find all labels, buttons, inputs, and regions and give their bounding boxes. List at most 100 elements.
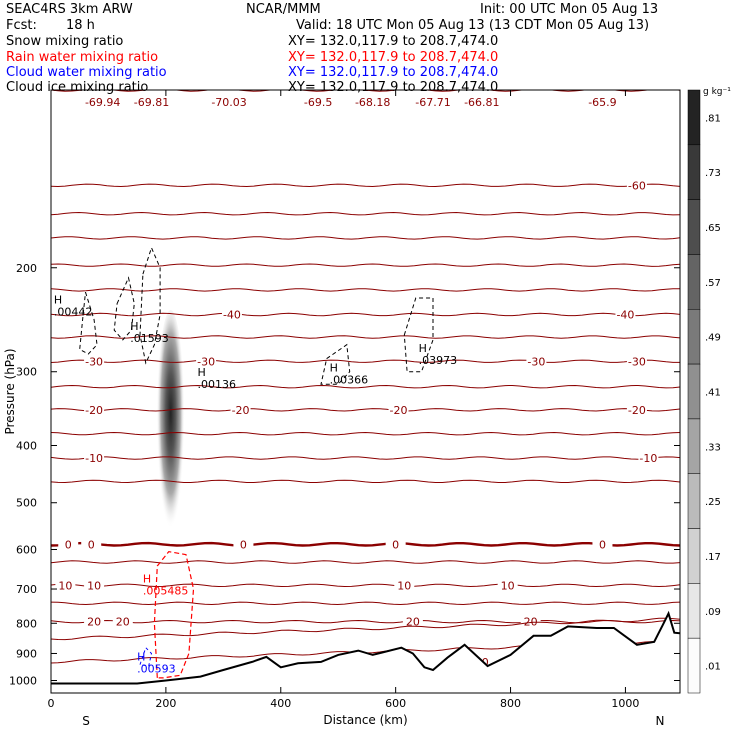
maximum-value: .00442 bbox=[54, 306, 93, 319]
isotherm-label-bg bbox=[626, 355, 647, 367]
isotherm-0 bbox=[51, 541, 680, 547]
south-endpoint-label: S bbox=[82, 714, 90, 728]
isotherm-m15 bbox=[51, 431, 680, 436]
colorbar-tick-label: .73 bbox=[705, 168, 721, 179]
y-tick-label: 800 bbox=[16, 617, 37, 630]
y-tick-label: 300 bbox=[16, 366, 37, 379]
colorbar-bin bbox=[687, 363, 701, 420]
maximum-value: .00136 bbox=[197, 378, 236, 391]
x-tick-label: 800 bbox=[500, 697, 521, 710]
isotherm-label-bg bbox=[626, 179, 647, 191]
isotherm-label-bg bbox=[402, 615, 423, 627]
isotherm-label-bg bbox=[394, 579, 415, 591]
rain-contour bbox=[153, 550, 195, 679]
colorbar-tick-label: .25 bbox=[705, 497, 721, 508]
field-xy-cloud-water: XY= 132.0,117.9 to 208.7,474.0 bbox=[288, 65, 499, 80]
colorbar-tick-label: .01 bbox=[705, 662, 721, 673]
colorbar-bin bbox=[687, 583, 701, 639]
field-name-cloud-ice: Cloud ice mixing ratio bbox=[6, 80, 149, 95]
colorbar-tick-label: .33 bbox=[705, 442, 721, 453]
isotherm-label: -10 bbox=[85, 452, 103, 465]
y-tick-label: 900 bbox=[16, 647, 37, 660]
x-tick-label: 1000 bbox=[611, 697, 639, 710]
x-tick-label: 600 bbox=[385, 697, 406, 710]
plot-area: -60 -40 -40 -30 -30 -30 -30 -20 -20 -20 -20 -10 -10 0… bbox=[51, 90, 680, 693]
isotherm-m25 bbox=[51, 384, 680, 389]
valid-time: Valid: 18 UTC Mon 05 Aug 13 (13 CDT Mon … bbox=[296, 18, 650, 33]
colorbar-tick-label: .41 bbox=[705, 388, 721, 399]
isotherm-label: -60 bbox=[628, 179, 646, 192]
maximum-value: .01593 bbox=[130, 332, 169, 345]
isotherm-label: -20 bbox=[232, 404, 250, 417]
isotherm-m30 bbox=[51, 359, 680, 363]
isotherm-m10 bbox=[51, 456, 680, 460]
isotherm-label: 10 bbox=[397, 579, 411, 592]
isotherm-label-bg bbox=[497, 579, 518, 591]
top-temp-label: -69.94 bbox=[85, 96, 120, 109]
isotherm-label: 10 bbox=[501, 579, 515, 592]
isotherm-label: -40 bbox=[616, 309, 634, 322]
x-tick-label: 200 bbox=[155, 697, 176, 710]
top-temp-label: -67.71 bbox=[415, 96, 450, 109]
isotherm-label-bg bbox=[385, 538, 406, 550]
y-tick-label: 500 bbox=[16, 497, 37, 510]
colorbar-tick-label: .49 bbox=[705, 333, 721, 344]
isotherm-label: -20 bbox=[85, 404, 103, 417]
top-temp-label: -69.5 bbox=[304, 96, 332, 109]
colorbar-tick-label: .09 bbox=[705, 607, 721, 618]
fcst-label: Fcst: bbox=[6, 18, 37, 33]
isotherm-label: -30 bbox=[85, 355, 103, 368]
top-temp-label: -65.9 bbox=[588, 96, 616, 109]
maximum-marker: H bbox=[130, 320, 138, 333]
isotherm-label: -30 bbox=[628, 355, 646, 368]
isotherm-label: 0 bbox=[599, 538, 606, 551]
isotherm-label: -30 bbox=[197, 355, 215, 368]
isotherm-label-bg bbox=[615, 308, 636, 320]
plot-frame bbox=[50, 89, 681, 694]
model-title: SEAC4RS 3km ARW bbox=[6, 2, 133, 17]
maximum-value: .00593 bbox=[137, 662, 176, 675]
isotherm-m55 bbox=[51, 236, 680, 240]
colorbar-tick-label: .81 bbox=[705, 113, 721, 124]
maximum-marker: H bbox=[330, 362, 338, 375]
isotherm-m5 bbox=[51, 479, 680, 484]
isotherm-25 bbox=[51, 617, 680, 641]
colorbar-bin bbox=[687, 144, 701, 200]
isotherm-label-bg bbox=[196, 355, 217, 367]
isotherm-5 bbox=[51, 560, 680, 564]
north-endpoint-label: N bbox=[656, 714, 665, 728]
top-temp-label: -69.81 bbox=[134, 96, 169, 109]
maximum-marker: H bbox=[197, 366, 205, 379]
isotherm-label: 0 bbox=[240, 538, 247, 551]
isotherm-label: -40 bbox=[223, 309, 241, 322]
init-time: Init: 00 UTC Mon 05 Aug 13 bbox=[480, 2, 659, 17]
colorbar: .81 .73 .65 .57 .49 .41 .33 .25 .17 .09 .01 g kg⁻¹ bbox=[687, 87, 731, 694]
top-temp-label: -66.81 bbox=[464, 96, 499, 109]
top-temp-label: -68.18 bbox=[355, 96, 390, 109]
isotherm-label-bg bbox=[84, 452, 105, 464]
isotherm-label: -20 bbox=[628, 404, 646, 417]
x-tick-label: 0 bbox=[48, 697, 55, 710]
isotherm-label: 20 bbox=[116, 616, 130, 629]
snow-contour bbox=[139, 246, 161, 365]
isotherm-label-bg bbox=[638, 452, 659, 464]
isotherm-label-bg bbox=[84, 579, 105, 591]
maximum-marker: H bbox=[137, 650, 145, 663]
isotherm-label-bg bbox=[112, 615, 133, 627]
y-axis-label: Pressure (hPa) bbox=[3, 348, 17, 434]
isotherm-m40 bbox=[51, 312, 680, 317]
snow-contour bbox=[79, 292, 98, 355]
colorbar-bin bbox=[687, 418, 701, 474]
org-label: NCAR/MMM bbox=[246, 2, 321, 17]
isotherm-label-bg bbox=[58, 538, 79, 550]
colorbar-tick-label: .17 bbox=[705, 552, 721, 563]
maximum-value: .00366 bbox=[330, 374, 369, 387]
maximum-marker: H bbox=[419, 342, 427, 355]
isotherm-label: 0 bbox=[88, 538, 95, 551]
cloud-water-contour bbox=[139, 646, 153, 667]
y-tick-label: 200 bbox=[16, 262, 37, 275]
isotherm-label: 10 bbox=[58, 579, 72, 592]
isotherm-label-bg bbox=[230, 403, 251, 415]
